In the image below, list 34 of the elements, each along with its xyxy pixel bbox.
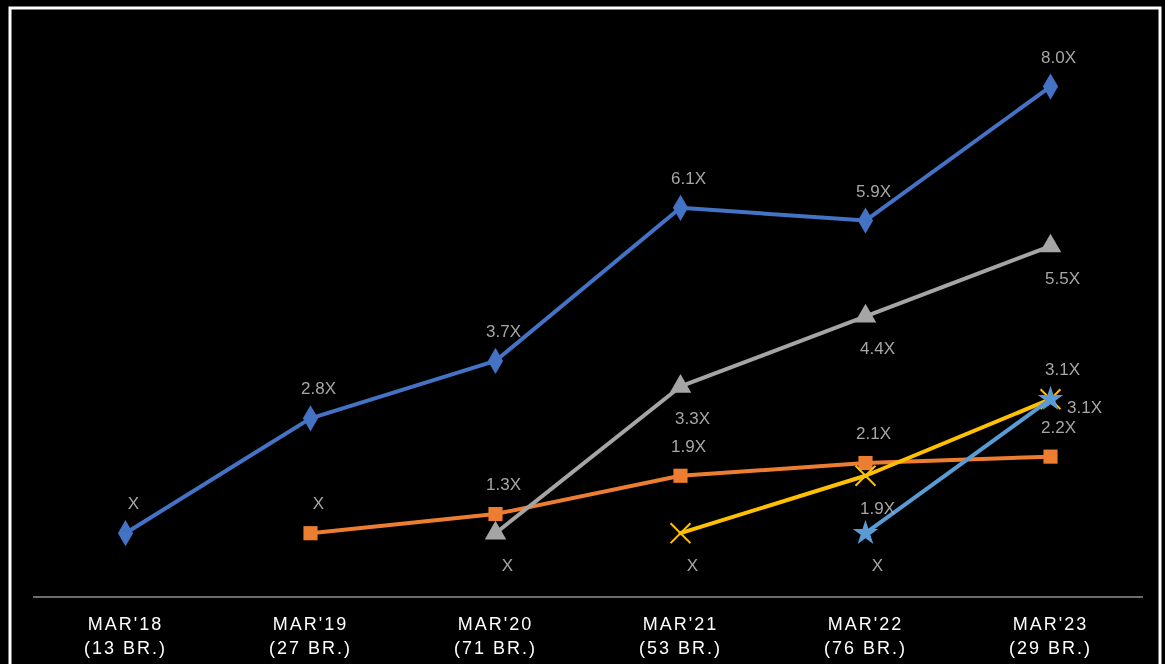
x-tick-label: MAR'20 (71 BR.): [453, 614, 538, 658]
data-label: X: [686, 556, 699, 576]
data-label: X: [127, 494, 140, 514]
data-label: 3.3X: [675, 409, 710, 429]
point: [858, 455, 873, 471]
point: [669, 522, 692, 545]
x-tick-label: MAR'23 (29 BR.): [1008, 614, 1093, 658]
data-label: 3.7X: [486, 321, 521, 341]
data-label: 1.9X: [860, 498, 895, 518]
x-tick-label: MAR'22 (76 BR.): [823, 614, 908, 658]
data-label: X: [312, 494, 325, 514]
data-label: 2.2X: [1041, 417, 1076, 437]
x-tick-label: MAR'21 (53 BR.): [638, 614, 723, 658]
data-label: 3.1X: [1045, 360, 1080, 380]
data-label: 1.3X: [486, 475, 521, 495]
point: [303, 526, 318, 541]
x-tick-label: MAR'19 (27 BR.): [268, 614, 353, 658]
data-label: 3.1X: [1067, 398, 1102, 418]
x-tick-label: MAR'18 (13 BR.): [83, 614, 168, 658]
data-label: X: [501, 556, 514, 576]
data-label: 1.9X: [671, 436, 706, 456]
data-label: 4.4X: [860, 339, 895, 359]
point: [488, 506, 503, 522]
data-label: 8.0X: [1041, 47, 1076, 67]
point: [673, 468, 688, 483]
point: [1043, 449, 1058, 464]
data-label: 5.9X: [856, 181, 891, 201]
data-label: 6.1X: [671, 168, 706, 188]
point: [854, 464, 877, 487]
data-label: 5.5X: [1045, 269, 1080, 289]
data-label: 2.1X: [856, 424, 891, 444]
data-label: 2.8X: [301, 379, 336, 399]
data-label: X: [871, 556, 884, 576]
point: [852, 519, 879, 544]
